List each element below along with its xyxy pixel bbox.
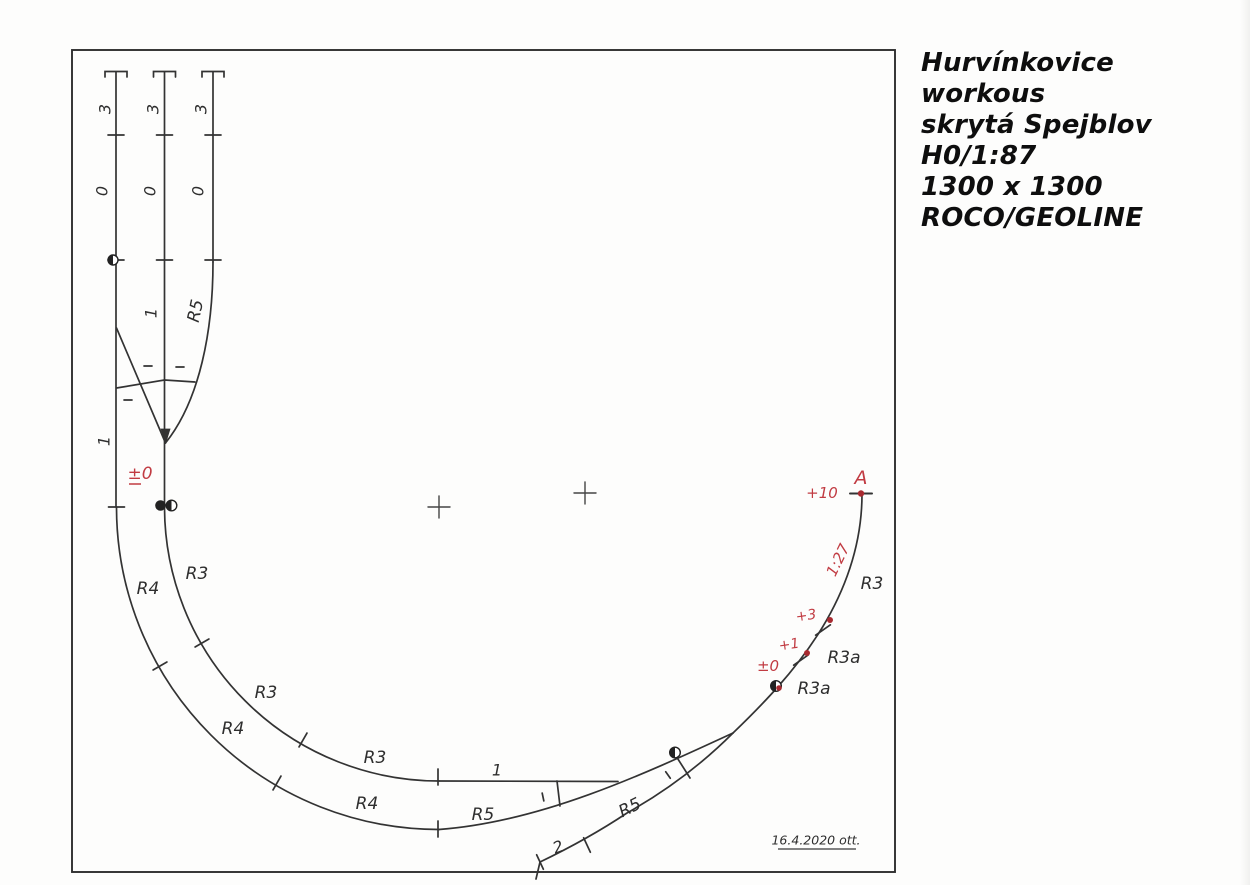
curve-center-marks xyxy=(427,481,597,519)
label-grade-plus1: +1 xyxy=(778,636,801,655)
layout-frame xyxy=(71,49,896,873)
label-r5-rising: R5 xyxy=(472,805,495,825)
label-r4-lower: R4 xyxy=(356,794,379,814)
label-r3-upper: R3 xyxy=(186,564,209,584)
label-section-3-track1: 3 xyxy=(96,104,115,114)
label-r5-throat: R5 xyxy=(184,298,208,324)
label-section-0-track3: 0 xyxy=(189,186,208,196)
label-section-1-left: 1 xyxy=(95,436,114,446)
survey-dots xyxy=(107,254,783,759)
scan-edge-shadow xyxy=(1240,0,1250,885)
label-section-0-track2: 0 xyxy=(141,186,160,196)
label-r3-mid: R3 xyxy=(255,683,278,703)
label-grade-plus3: +3 xyxy=(795,607,818,626)
track-labels: 3 3 3 0 0 0 1 R5 1 R4 R3 R3 R4 R3 R4 1 R… xyxy=(93,104,884,858)
title-line-3: skrytá Spejblov xyxy=(921,110,1152,140)
label-section-2: 2 xyxy=(550,836,566,857)
label-r3a-lower: R3a xyxy=(797,679,830,699)
main-curves xyxy=(115,493,863,880)
title-line-2: workous xyxy=(921,79,1046,109)
label-r3a-upper: R3a xyxy=(827,648,860,668)
tick-marks xyxy=(107,134,873,871)
label-r3-lower: R3 xyxy=(364,748,387,768)
title-line-scale: H0/1:87 xyxy=(921,141,1037,171)
title-line-track-system: ROCO/GEOLINE xyxy=(921,203,1144,233)
label-section-1-straight: 1 xyxy=(492,761,502,780)
label-grade-zero-climb: ±0 xyxy=(757,657,779,675)
label-r3-climb: R3 xyxy=(861,574,884,594)
label-grade-zero-yard: ±0 xyxy=(127,464,152,484)
title-line-layout-name: Hurvínkovice xyxy=(921,48,1114,78)
yard-throat xyxy=(115,261,214,445)
label-section-3-track3: 3 xyxy=(192,104,211,114)
gradient-annotations: ±0 ±0 +1 +3 1:27 +10 A xyxy=(127,464,867,675)
label-r4-mid: R4 xyxy=(222,719,245,739)
label-r4-upper: R4 xyxy=(137,579,160,599)
title-line-dimensions: 1300 x 1300 xyxy=(921,172,1103,202)
label-section-0-track1: 0 xyxy=(93,186,112,196)
date-signature: 16.4.2020 ott. xyxy=(771,833,861,850)
label-section-3-track2: 3 xyxy=(144,104,163,114)
label-section-1-mid: 1 xyxy=(142,308,161,318)
date-signature-text: 16.4.2020 ott. xyxy=(771,833,860,848)
gradient-dots xyxy=(776,490,865,691)
label-point-a: A xyxy=(853,467,868,489)
title-block: Hurvínkovice workous skrytá Spejblov H0/… xyxy=(921,48,1152,234)
label-grade-plus10: +10 xyxy=(806,484,838,502)
